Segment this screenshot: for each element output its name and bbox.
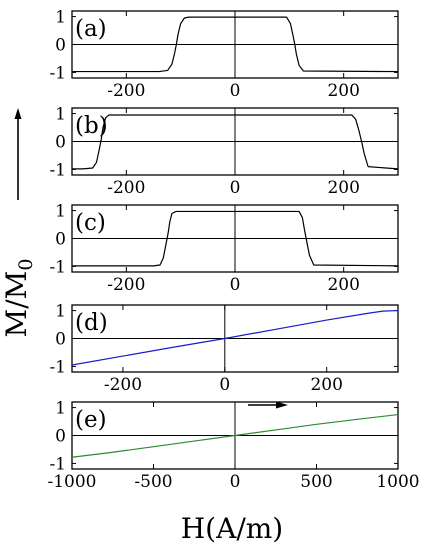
y-axis-title-subscript: 0 [15,259,37,271]
panels: -1 0 1 -200 0 200 (a) -1 0 1 -200 0 200 (b) -1 0 1 -200 0 2… [47,8,419,492]
y-axis-title-group: M/M0 [0,108,37,337]
y-tick-label: 0 [55,133,66,153]
y-tick-label: -1 [49,63,66,83]
x-tick-label: 0 [230,81,241,101]
panel-label: (a) [75,16,107,42]
x-tick-label: 0 [230,472,241,492]
panel-label: (c) [75,210,106,236]
y-tick-label: 1 [55,202,66,222]
x-tick-label: 1000 [376,472,419,492]
y-axis-title: M/M0 [0,259,37,338]
y-tick-label: 1 [55,399,66,419]
panel-b: -1 0 1 -200 0 200 (b) [49,105,399,198]
series-line [72,114,399,170]
x-tick-label: 200 [327,81,359,101]
x-tick-label: 500 [300,472,332,492]
y-axis-title-main: M/M [0,271,33,338]
x-tick-label: 0 [230,178,241,198]
x-tick-label: -200 [107,178,145,198]
panel-e: -1 0 1 -1000 -500 0 500 1000 (e) [47,399,419,492]
y-tick-label: -1 [49,257,66,277]
y-tick-label: -1 [49,160,66,180]
panel-label: (b) [75,113,108,139]
series-line [71,413,399,458]
y-axis-arrow-head [14,108,22,119]
x-tick-label: -1000 [47,472,96,492]
y-tick-label: 1 [55,105,66,125]
y-tick-label: 0 [55,36,66,56]
panel-c: -1 0 1 -200 0 200 (c) [49,202,399,295]
y-tick-label: 0 [55,230,66,250]
x-tick-label: 200 [327,178,359,198]
panel-label: (e) [75,407,107,433]
x-tick-label: -200 [107,81,145,101]
x-axis-title: H(A/m) [181,512,283,545]
y-tick-label: 1 [55,302,66,322]
series-line [72,16,399,73]
y-tick-label: -1 [49,454,66,474]
x-field-arrow [248,401,288,409]
series-line [72,210,399,267]
panel-d: -1 0 1 -200 0 200 (d) [49,302,399,395]
y-tick-label: -1 [49,357,66,377]
x-tick-label: 200 [327,275,359,295]
x-tick-label: 0 [230,275,241,295]
x-tick-label: -500 [134,472,172,492]
y-tick-label: 1 [55,8,66,28]
x-tick-label: 0 [219,375,230,395]
panel-a: -1 0 1 -200 0 200 (a) [49,8,399,101]
y-tick-label: 0 [55,427,66,447]
x-tick-label: 200 [310,375,342,395]
x-tick-label: -200 [107,275,145,295]
y-tick-label: 0 [55,330,66,350]
x-field-arrow-head [276,401,288,409]
series-line [71,309,399,366]
x-tick-label: -200 [104,375,142,395]
panel-label: (d) [75,310,108,336]
